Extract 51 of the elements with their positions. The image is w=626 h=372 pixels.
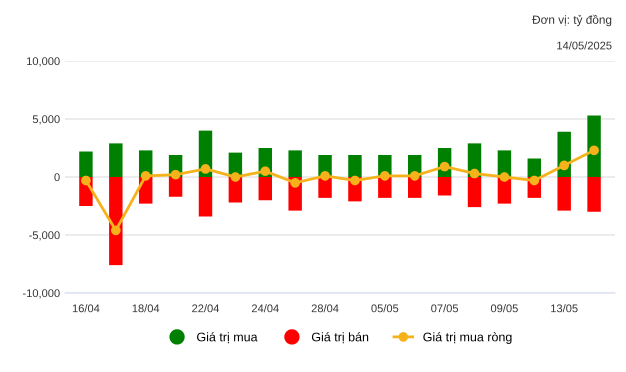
x-tick-label: 24/04	[252, 304, 279, 312]
y-tick-label: 5,000	[32, 115, 60, 124]
point	[110, 226, 121, 236]
point	[410, 170, 420, 181]
point	[320, 170, 330, 181]
x-tick-label: 05/05	[371, 304, 398, 312]
bar	[198, 177, 212, 216]
x-tick-label: 22/04	[192, 304, 220, 312]
bar	[557, 177, 571, 211]
bar	[408, 177, 422, 198]
bar	[528, 158, 542, 177]
x-tick-label: 28/04	[312, 304, 339, 312]
bar	[109, 143, 123, 177]
x-tick-label: 13/05	[551, 304, 578, 312]
bar	[438, 177, 452, 196]
bar	[348, 154, 362, 177]
point	[500, 172, 510, 182]
bar	[288, 150, 302, 177]
y-tick-label: 0	[54, 173, 60, 182]
legend-label: Giá trị mua ròng	[423, 332, 512, 344]
text: 14/05/2025	[557, 41, 612, 50]
point	[380, 170, 390, 181]
x-tick-label: 18/04	[132, 304, 160, 312]
bar	[587, 116, 601, 177]
bar	[468, 177, 482, 208]
x-tick-label: 09/05	[490, 304, 518, 312]
point	[230, 172, 240, 182]
point	[470, 168, 480, 178]
point	[529, 176, 540, 186]
point	[200, 164, 210, 174]
point	[170, 170, 180, 180]
legend-label: Giá trị bán	[312, 332, 368, 344]
legend-label: Giá trị mua	[197, 332, 258, 344]
point	[290, 178, 300, 188]
bar	[109, 177, 123, 266]
y-tick-label: -10,000	[22, 289, 60, 298]
point	[260, 166, 270, 176]
bar	[168, 177, 182, 197]
bar	[258, 177, 272, 200]
y-tick-label: -5,000	[29, 231, 60, 240]
point	[559, 160, 570, 170]
point	[140, 170, 151, 181]
x-tick-label: 07/05	[431, 304, 458, 312]
bar	[79, 151, 93, 177]
point	[589, 145, 599, 156]
x-tick-label: 16/04	[72, 304, 100, 312]
text: Đơn vị: tỷ đồng	[532, 14, 612, 26]
bar	[587, 177, 601, 212]
point	[81, 176, 91, 186]
point	[350, 176, 360, 186]
y-tick-label: 10,000	[27, 57, 60, 66]
